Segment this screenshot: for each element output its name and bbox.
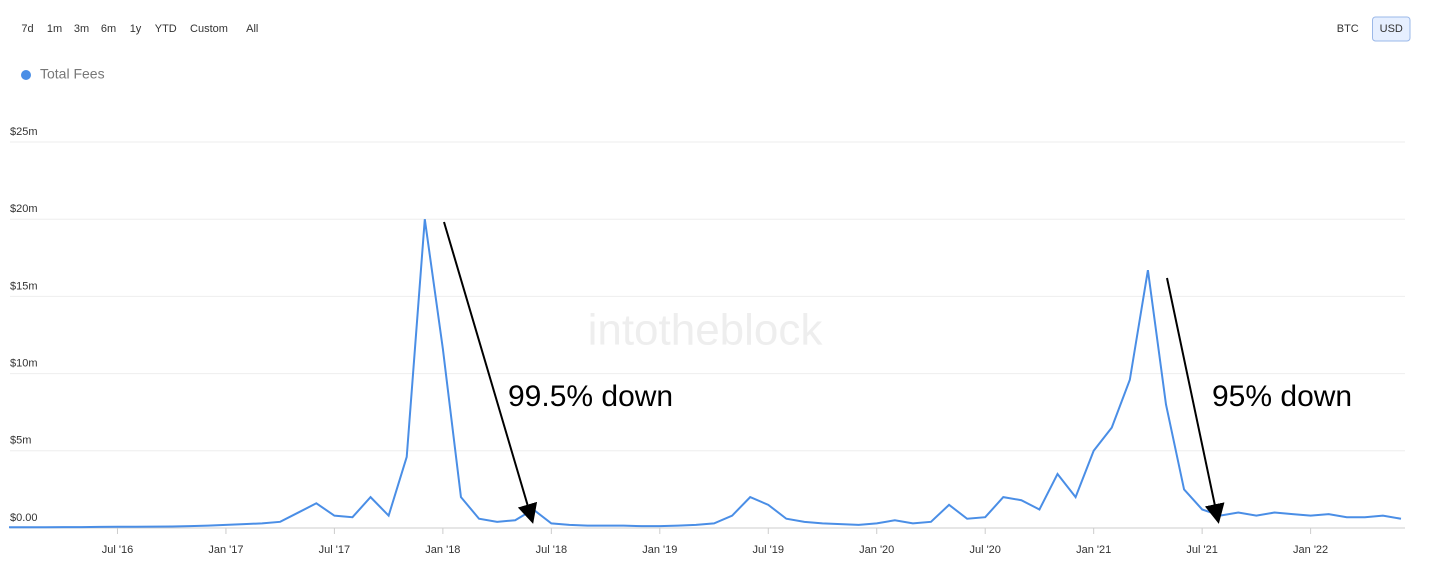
range-button[interactable]: Custom xyxy=(190,23,228,35)
y-tick-label: $10m xyxy=(10,358,38,370)
x-tick-label: Jul '18 xyxy=(536,544,567,556)
x-tick-label: Jan '18 xyxy=(425,544,460,556)
range-button[interactable]: YTD xyxy=(155,23,177,35)
legend-marker xyxy=(21,70,31,80)
x-tick-label: Jul '21 xyxy=(1186,544,1217,556)
x-tick-label: Jan '17 xyxy=(208,544,243,556)
range-button[interactable]: 7d xyxy=(21,23,33,35)
range-button[interactable]: 1m xyxy=(47,23,62,35)
x-tick-label: Jan '22 xyxy=(1293,544,1328,556)
range-button-label: 3m xyxy=(74,23,89,35)
x-tick-label: Jan '21 xyxy=(1076,544,1111,556)
currency-button[interactable]: BTC xyxy=(1337,23,1359,35)
annotation-arrow xyxy=(1166,277,1225,524)
y-tick-label: $15m xyxy=(10,280,38,292)
range-button-label: 6m xyxy=(101,23,116,35)
range-button-label: YTD xyxy=(155,23,177,35)
annotation-arrow xyxy=(443,221,538,524)
x-tick-label: Jul '16 xyxy=(102,544,133,556)
range-button-label: 1y xyxy=(130,23,142,35)
y-tick-label: $25m xyxy=(10,126,38,138)
range-button-label: All xyxy=(246,23,258,35)
range-button[interactable]: 6m xyxy=(101,23,116,35)
range-button-label: Custom xyxy=(190,23,228,35)
range-button-label: 1m xyxy=(47,23,62,35)
currency-button-label: USD xyxy=(1380,23,1403,35)
legend-label[interactable]: Total Fees xyxy=(40,66,105,82)
annotation: 99.5% down xyxy=(508,380,673,413)
range-button[interactable]: 3m xyxy=(74,23,89,35)
line xyxy=(9,219,1402,529)
y-tick-label: $20m xyxy=(10,203,38,215)
x-tick-label: Jul '19 xyxy=(753,544,784,556)
watermark: intotheblock xyxy=(588,306,824,355)
y-tick-label: $5m xyxy=(10,435,31,447)
y-tick-label: $0.00 xyxy=(10,512,38,524)
currency-button-bg xyxy=(1372,16,1411,42)
x-tick-label: Jul '20 xyxy=(969,544,1000,556)
x-tick-label: Jan '20 xyxy=(859,544,894,556)
range-button[interactable]: All xyxy=(246,23,258,35)
range-button-label: 7d xyxy=(21,23,33,35)
x-tick-label: Jan '19 xyxy=(642,544,677,556)
currency-button-label: BTC xyxy=(1337,23,1359,35)
annotation: 95% down xyxy=(1212,380,1352,413)
currency-button[interactable]: USD xyxy=(1372,16,1411,42)
range-button[interactable]: 1y xyxy=(130,23,142,35)
x-tick-label: Jul '17 xyxy=(319,544,350,556)
